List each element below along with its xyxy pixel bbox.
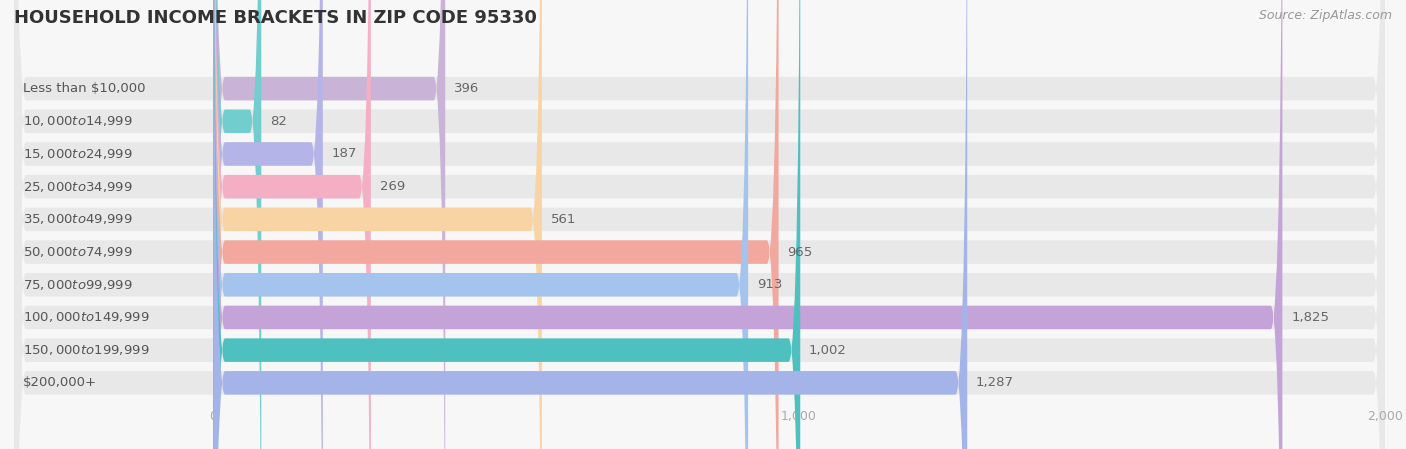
FancyBboxPatch shape [14,0,1385,449]
FancyBboxPatch shape [214,0,262,449]
Text: 913: 913 [756,278,782,291]
Text: $35,000 to $49,999: $35,000 to $49,999 [22,212,132,226]
FancyBboxPatch shape [14,0,1385,449]
Text: 82: 82 [270,115,287,128]
Text: $100,000 to $149,999: $100,000 to $149,999 [22,310,149,325]
FancyBboxPatch shape [14,0,1385,449]
Text: $10,000 to $14,999: $10,000 to $14,999 [22,114,132,128]
FancyBboxPatch shape [214,0,541,449]
FancyBboxPatch shape [214,0,800,449]
Text: 396: 396 [454,82,479,95]
Text: 1,002: 1,002 [808,343,846,357]
FancyBboxPatch shape [14,0,1385,449]
Text: 187: 187 [332,147,357,160]
FancyBboxPatch shape [214,0,323,449]
Text: 561: 561 [551,213,576,226]
Text: Source: ZipAtlas.com: Source: ZipAtlas.com [1258,9,1392,22]
Text: $25,000 to $34,999: $25,000 to $34,999 [22,180,132,194]
FancyBboxPatch shape [214,0,1282,449]
FancyBboxPatch shape [14,0,1385,449]
Text: 1,825: 1,825 [1291,311,1329,324]
Text: Less than $10,000: Less than $10,000 [22,82,145,95]
FancyBboxPatch shape [14,0,1385,449]
Text: 1,287: 1,287 [976,376,1014,389]
FancyBboxPatch shape [14,0,1385,449]
Text: 269: 269 [380,180,405,193]
FancyBboxPatch shape [214,0,748,449]
Text: $15,000 to $24,999: $15,000 to $24,999 [22,147,132,161]
Text: 965: 965 [787,246,813,259]
Text: $50,000 to $74,999: $50,000 to $74,999 [22,245,132,259]
Text: HOUSEHOLD INCOME BRACKETS IN ZIP CODE 95330: HOUSEHOLD INCOME BRACKETS IN ZIP CODE 95… [14,9,537,27]
FancyBboxPatch shape [214,0,967,449]
Text: $75,000 to $99,999: $75,000 to $99,999 [22,278,132,292]
FancyBboxPatch shape [14,0,1385,449]
FancyBboxPatch shape [214,0,371,449]
Text: $150,000 to $199,999: $150,000 to $199,999 [22,343,149,357]
FancyBboxPatch shape [214,0,779,449]
Text: $200,000+: $200,000+ [22,376,97,389]
FancyBboxPatch shape [214,0,446,449]
FancyBboxPatch shape [14,0,1385,449]
FancyBboxPatch shape [14,0,1385,449]
